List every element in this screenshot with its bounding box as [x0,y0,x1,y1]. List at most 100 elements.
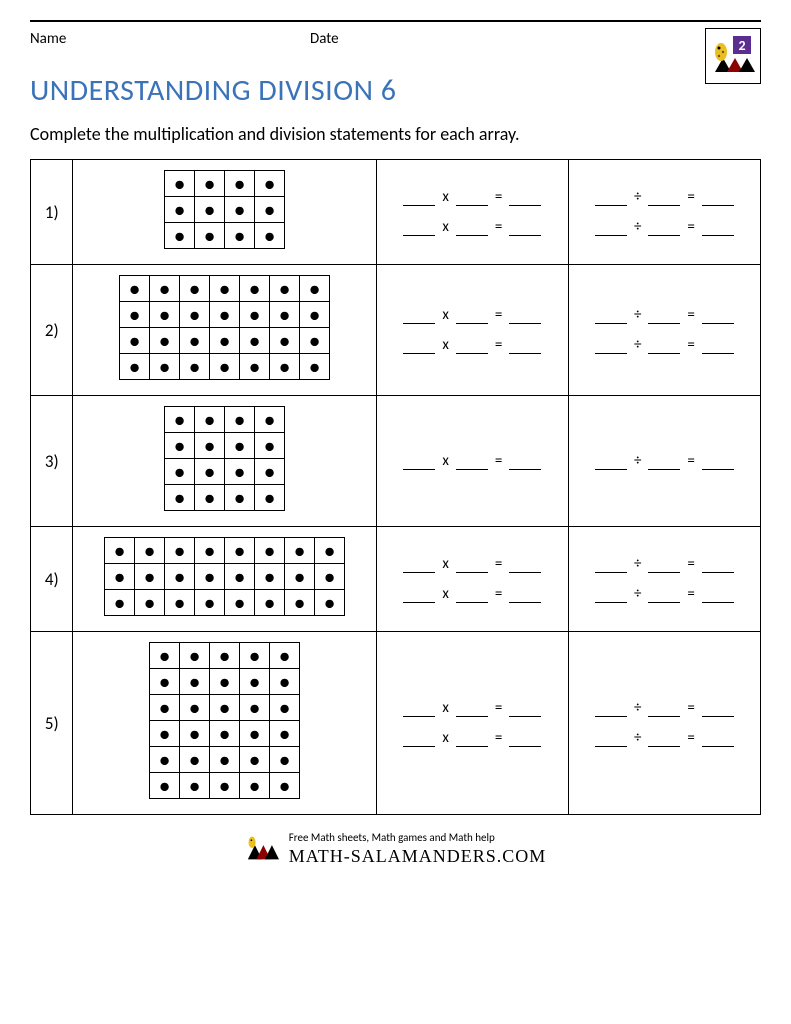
blank-field[interactable] [403,731,435,747]
array-dot-cell: ● [300,354,330,380]
blank-field[interactable] [702,454,734,470]
blank-field[interactable] [509,454,541,470]
blank-field[interactable] [403,557,435,573]
blank-field[interactable] [648,454,680,470]
array-dot-cell: ● [255,433,285,459]
division-statement: ÷= [595,555,734,573]
blank-field[interactable] [702,220,734,236]
array-dot-cell: ● [195,485,225,511]
division-statement: ÷= [595,585,734,603]
array-dot-cell: ● [210,643,240,669]
blank-field[interactable] [456,190,488,206]
blank-field[interactable] [648,557,680,573]
blank-field[interactable] [456,338,488,354]
blank-field[interactable] [403,190,435,206]
dot-array: ●●●●●●●●●●●● [164,170,285,249]
array-dot-cell: ● [150,695,180,721]
blank-field[interactable] [509,701,541,717]
blank-field[interactable] [456,701,488,717]
blank-field[interactable] [403,308,435,324]
problem-number: 4) [31,527,73,632]
equals-sign: = [492,188,505,206]
blank-field[interactable] [648,701,680,717]
array-dot-cell: ● [300,302,330,328]
blank-field[interactable] [595,701,627,717]
instruction-text: Complete the multiplication and division… [30,123,761,145]
blank-field[interactable] [509,220,541,236]
multiplication-statement: x= [403,729,541,747]
blank-field[interactable] [403,701,435,717]
blank-field[interactable] [702,557,734,573]
equals-sign: = [684,452,697,470]
blank-field[interactable] [648,587,680,603]
array-dot-cell: ● [210,747,240,773]
blank-field[interactable] [595,587,627,603]
blank-field[interactable] [403,454,435,470]
blank-field[interactable] [456,308,488,324]
array-dot-cell: ● [195,459,225,485]
array-dot-cell: ● [105,538,135,564]
blank-field[interactable] [595,338,627,354]
problem-row: 2)●●●●●●●●●●●●●●●●●●●●●●●●●●●●x=x=÷=÷= [31,265,761,396]
blank-field[interactable] [456,731,488,747]
blank-field[interactable] [648,220,680,236]
array-dot-cell: ● [180,328,210,354]
blank-field[interactable] [403,220,435,236]
header-row: Name Date [30,22,761,58]
array-dot-cell: ● [225,459,255,485]
array-dot-cell: ● [225,433,255,459]
blank-field[interactable] [595,557,627,573]
blank-field[interactable] [456,454,488,470]
array-dot-cell: ● [255,171,285,197]
blank-field[interactable] [456,557,488,573]
blank-field[interactable] [702,587,734,603]
array-dot-cell: ● [255,590,285,616]
footer-site: Math-Salamanders.com [289,845,547,868]
footer: Free Math sheets, Math games and Math he… [30,831,761,869]
blank-field[interactable] [595,308,627,324]
array-dot-cell: ● [120,302,150,328]
multiplication-statement: x= [403,336,541,354]
multiplication-statement: x= [403,555,541,573]
blank-field[interactable] [509,731,541,747]
blank-field[interactable] [702,731,734,747]
array-dot-cell: ● [285,590,315,616]
division-cell: ÷= [568,396,760,527]
blank-field[interactable] [595,731,627,747]
blank-field[interactable] [456,220,488,236]
array-dot-cell: ● [120,354,150,380]
array-dot-cell: ● [210,302,240,328]
blank-field[interactable] [648,731,680,747]
blank-field[interactable] [702,338,734,354]
blank-field[interactable] [595,190,627,206]
blank-field[interactable] [509,308,541,324]
blank-field[interactable] [509,587,541,603]
blank-field[interactable] [403,338,435,354]
array-dot-cell: ● [240,721,270,747]
operator: x [439,452,452,470]
blank-field[interactable] [509,338,541,354]
blank-field[interactable] [595,454,627,470]
blank-field[interactable] [509,557,541,573]
blank-field[interactable] [648,190,680,206]
division-statement: ÷= [595,336,734,354]
blank-field[interactable] [509,190,541,206]
blank-field[interactable] [595,220,627,236]
equals-sign: = [684,729,697,747]
array-dot-cell: ● [120,276,150,302]
blank-field[interactable] [648,308,680,324]
blank-field[interactable] [702,308,734,324]
operator: x [439,699,452,717]
brand-logo: 2 [705,28,761,84]
array-dot-cell: ● [255,485,285,511]
blank-field[interactable] [456,587,488,603]
array-dot-cell: ● [225,407,255,433]
dot-array: ●●●●●●●●●●●●●●●●●●●●●●●●●●●● [119,275,330,380]
blank-field[interactable] [648,338,680,354]
dot-array: ●●●●●●●●●●●●●●●●●●●●●●●● [104,537,345,616]
array-dot-cell: ● [180,643,210,669]
division-statement: ÷= [595,699,734,717]
blank-field[interactable] [702,701,734,717]
blank-field[interactable] [702,190,734,206]
blank-field[interactable] [403,587,435,603]
